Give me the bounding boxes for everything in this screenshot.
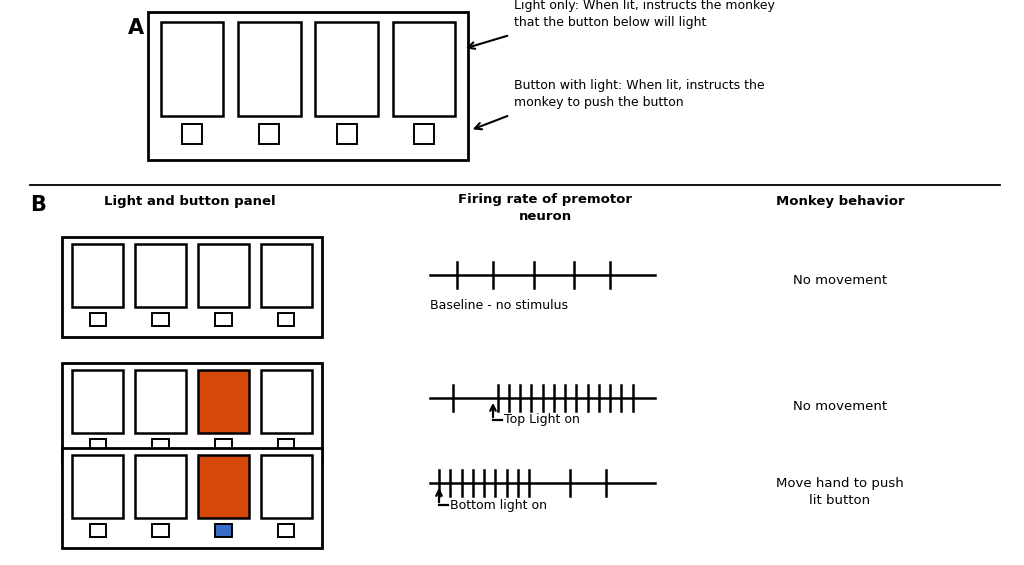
- Text: B: B: [30, 195, 46, 215]
- Text: Button with light: When lit, instructs the
monkey to push the button: Button with light: When lit, instructs t…: [514, 79, 765, 109]
- Text: Move hand to push
lit button: Move hand to push lit button: [776, 476, 904, 507]
- Text: Bottom light on: Bottom light on: [450, 498, 547, 511]
- Bar: [90, 313, 105, 326]
- Bar: [198, 455, 249, 518]
- Text: Monkey behavior: Monkey behavior: [776, 195, 904, 208]
- Bar: [153, 439, 169, 452]
- Text: Firing rate of premotor
neuron: Firing rate of premotor neuron: [458, 193, 632, 223]
- Bar: [279, 313, 294, 326]
- Bar: [279, 439, 294, 452]
- Bar: [62, 448, 322, 548]
- Bar: [161, 23, 223, 116]
- Bar: [73, 370, 123, 433]
- Bar: [315, 23, 378, 116]
- Bar: [90, 524, 105, 537]
- Bar: [62, 237, 322, 337]
- Bar: [215, 313, 231, 326]
- Bar: [148, 12, 468, 160]
- Bar: [90, 439, 105, 452]
- Bar: [153, 313, 169, 326]
- Bar: [135, 244, 186, 307]
- Bar: [261, 370, 311, 433]
- Bar: [153, 524, 169, 537]
- Bar: [135, 370, 186, 433]
- Bar: [198, 244, 249, 307]
- Bar: [279, 524, 294, 537]
- Bar: [215, 524, 231, 537]
- Text: A: A: [128, 18, 144, 38]
- Bar: [73, 244, 123, 307]
- Bar: [135, 455, 186, 518]
- Bar: [238, 23, 301, 116]
- Bar: [392, 23, 456, 116]
- Text: Light and button panel: Light and button panel: [104, 195, 275, 208]
- Text: No movement: No movement: [793, 401, 887, 414]
- Text: Light only: When lit, instructs the monkey
that the button below will light: Light only: When lit, instructs the monk…: [514, 0, 775, 29]
- Bar: [337, 124, 356, 144]
- Bar: [182, 124, 202, 144]
- Text: No movement: No movement: [793, 275, 887, 288]
- Text: Baseline - no stimulus: Baseline - no stimulus: [430, 299, 568, 312]
- Bar: [261, 244, 311, 307]
- Bar: [215, 439, 231, 452]
- Bar: [414, 124, 434, 144]
- Text: Top Light on: Top Light on: [504, 414, 580, 427]
- Bar: [73, 455, 123, 518]
- Bar: [261, 455, 311, 518]
- Bar: [62, 363, 322, 463]
- Bar: [259, 124, 280, 144]
- Bar: [198, 370, 249, 433]
